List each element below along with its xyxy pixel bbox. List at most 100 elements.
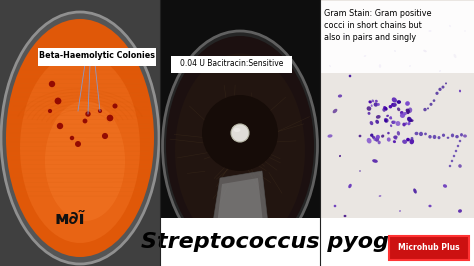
Ellipse shape bbox=[445, 82, 447, 84]
Ellipse shape bbox=[394, 138, 397, 140]
Ellipse shape bbox=[376, 115, 381, 119]
Ellipse shape bbox=[370, 121, 374, 125]
Ellipse shape bbox=[459, 90, 461, 92]
FancyBboxPatch shape bbox=[320, 1, 474, 73]
Polygon shape bbox=[160, 218, 474, 266]
Ellipse shape bbox=[372, 159, 378, 163]
Ellipse shape bbox=[464, 30, 466, 32]
Ellipse shape bbox=[366, 106, 371, 111]
Ellipse shape bbox=[455, 135, 459, 138]
Circle shape bbox=[82, 119, 87, 123]
Ellipse shape bbox=[451, 134, 454, 137]
Circle shape bbox=[75, 141, 81, 147]
Ellipse shape bbox=[427, 107, 429, 109]
Circle shape bbox=[57, 123, 63, 129]
Ellipse shape bbox=[397, 131, 400, 136]
Ellipse shape bbox=[234, 128, 240, 132]
FancyBboxPatch shape bbox=[389, 236, 469, 260]
Ellipse shape bbox=[389, 105, 392, 109]
Ellipse shape bbox=[428, 205, 432, 207]
Circle shape bbox=[48, 109, 52, 113]
Ellipse shape bbox=[163, 31, 318, 261]
Ellipse shape bbox=[370, 134, 374, 137]
Circle shape bbox=[112, 103, 118, 109]
Ellipse shape bbox=[344, 35, 346, 38]
Ellipse shape bbox=[384, 119, 387, 122]
Circle shape bbox=[202, 95, 278, 171]
Ellipse shape bbox=[386, 115, 389, 117]
Ellipse shape bbox=[395, 121, 401, 126]
Ellipse shape bbox=[449, 25, 451, 27]
Ellipse shape bbox=[458, 164, 462, 168]
Ellipse shape bbox=[1, 12, 159, 264]
Ellipse shape bbox=[6, 19, 154, 257]
Ellipse shape bbox=[406, 138, 410, 142]
Ellipse shape bbox=[410, 119, 414, 122]
Ellipse shape bbox=[390, 124, 392, 127]
Ellipse shape bbox=[378, 141, 381, 144]
Polygon shape bbox=[210, 171, 270, 241]
Ellipse shape bbox=[457, 145, 459, 147]
Ellipse shape bbox=[451, 160, 453, 162]
Ellipse shape bbox=[394, 50, 396, 52]
Ellipse shape bbox=[454, 54, 456, 58]
Ellipse shape bbox=[367, 138, 372, 143]
Ellipse shape bbox=[338, 94, 342, 98]
Circle shape bbox=[98, 109, 102, 113]
Ellipse shape bbox=[379, 195, 382, 197]
Ellipse shape bbox=[333, 109, 337, 113]
Ellipse shape bbox=[438, 136, 440, 139]
Ellipse shape bbox=[328, 134, 332, 138]
Ellipse shape bbox=[453, 155, 455, 157]
Ellipse shape bbox=[393, 135, 398, 139]
Ellipse shape bbox=[405, 122, 408, 125]
Ellipse shape bbox=[368, 100, 372, 103]
Ellipse shape bbox=[433, 135, 436, 139]
Ellipse shape bbox=[410, 137, 413, 140]
Ellipse shape bbox=[377, 103, 380, 106]
Ellipse shape bbox=[384, 118, 387, 121]
Ellipse shape bbox=[410, 139, 414, 144]
Circle shape bbox=[70, 136, 74, 140]
Ellipse shape bbox=[428, 30, 432, 32]
Ellipse shape bbox=[389, 117, 392, 119]
Ellipse shape bbox=[20, 53, 140, 243]
Ellipse shape bbox=[359, 170, 361, 172]
Polygon shape bbox=[160, 0, 320, 266]
Ellipse shape bbox=[348, 184, 352, 188]
Ellipse shape bbox=[384, 118, 389, 123]
Ellipse shape bbox=[364, 55, 366, 57]
Circle shape bbox=[102, 133, 108, 139]
Ellipse shape bbox=[458, 209, 462, 213]
Ellipse shape bbox=[387, 132, 390, 134]
Ellipse shape bbox=[383, 108, 386, 112]
Ellipse shape bbox=[334, 205, 337, 207]
Ellipse shape bbox=[405, 101, 410, 106]
Ellipse shape bbox=[406, 109, 410, 113]
Ellipse shape bbox=[436, 92, 438, 95]
Polygon shape bbox=[0, 0, 160, 266]
Ellipse shape bbox=[419, 132, 423, 136]
Ellipse shape bbox=[329, 65, 331, 67]
Circle shape bbox=[85, 111, 91, 117]
Ellipse shape bbox=[375, 138, 379, 142]
Ellipse shape bbox=[384, 107, 388, 111]
Ellipse shape bbox=[339, 155, 341, 157]
Ellipse shape bbox=[175, 53, 305, 248]
Ellipse shape bbox=[374, 102, 378, 107]
Ellipse shape bbox=[438, 88, 442, 91]
Ellipse shape bbox=[45, 101, 125, 221]
Ellipse shape bbox=[441, 86, 445, 89]
Ellipse shape bbox=[375, 100, 378, 102]
Ellipse shape bbox=[408, 122, 410, 125]
Ellipse shape bbox=[379, 64, 381, 68]
FancyBboxPatch shape bbox=[172, 56, 292, 73]
Ellipse shape bbox=[403, 112, 407, 115]
Ellipse shape bbox=[392, 103, 397, 107]
Ellipse shape bbox=[407, 138, 410, 141]
Text: Beta-Haemolytic Colonies: Beta-Haemolytic Colonies bbox=[39, 52, 155, 60]
Ellipse shape bbox=[344, 215, 346, 217]
Ellipse shape bbox=[459, 140, 461, 142]
Ellipse shape bbox=[387, 137, 391, 142]
Polygon shape bbox=[320, 0, 474, 266]
